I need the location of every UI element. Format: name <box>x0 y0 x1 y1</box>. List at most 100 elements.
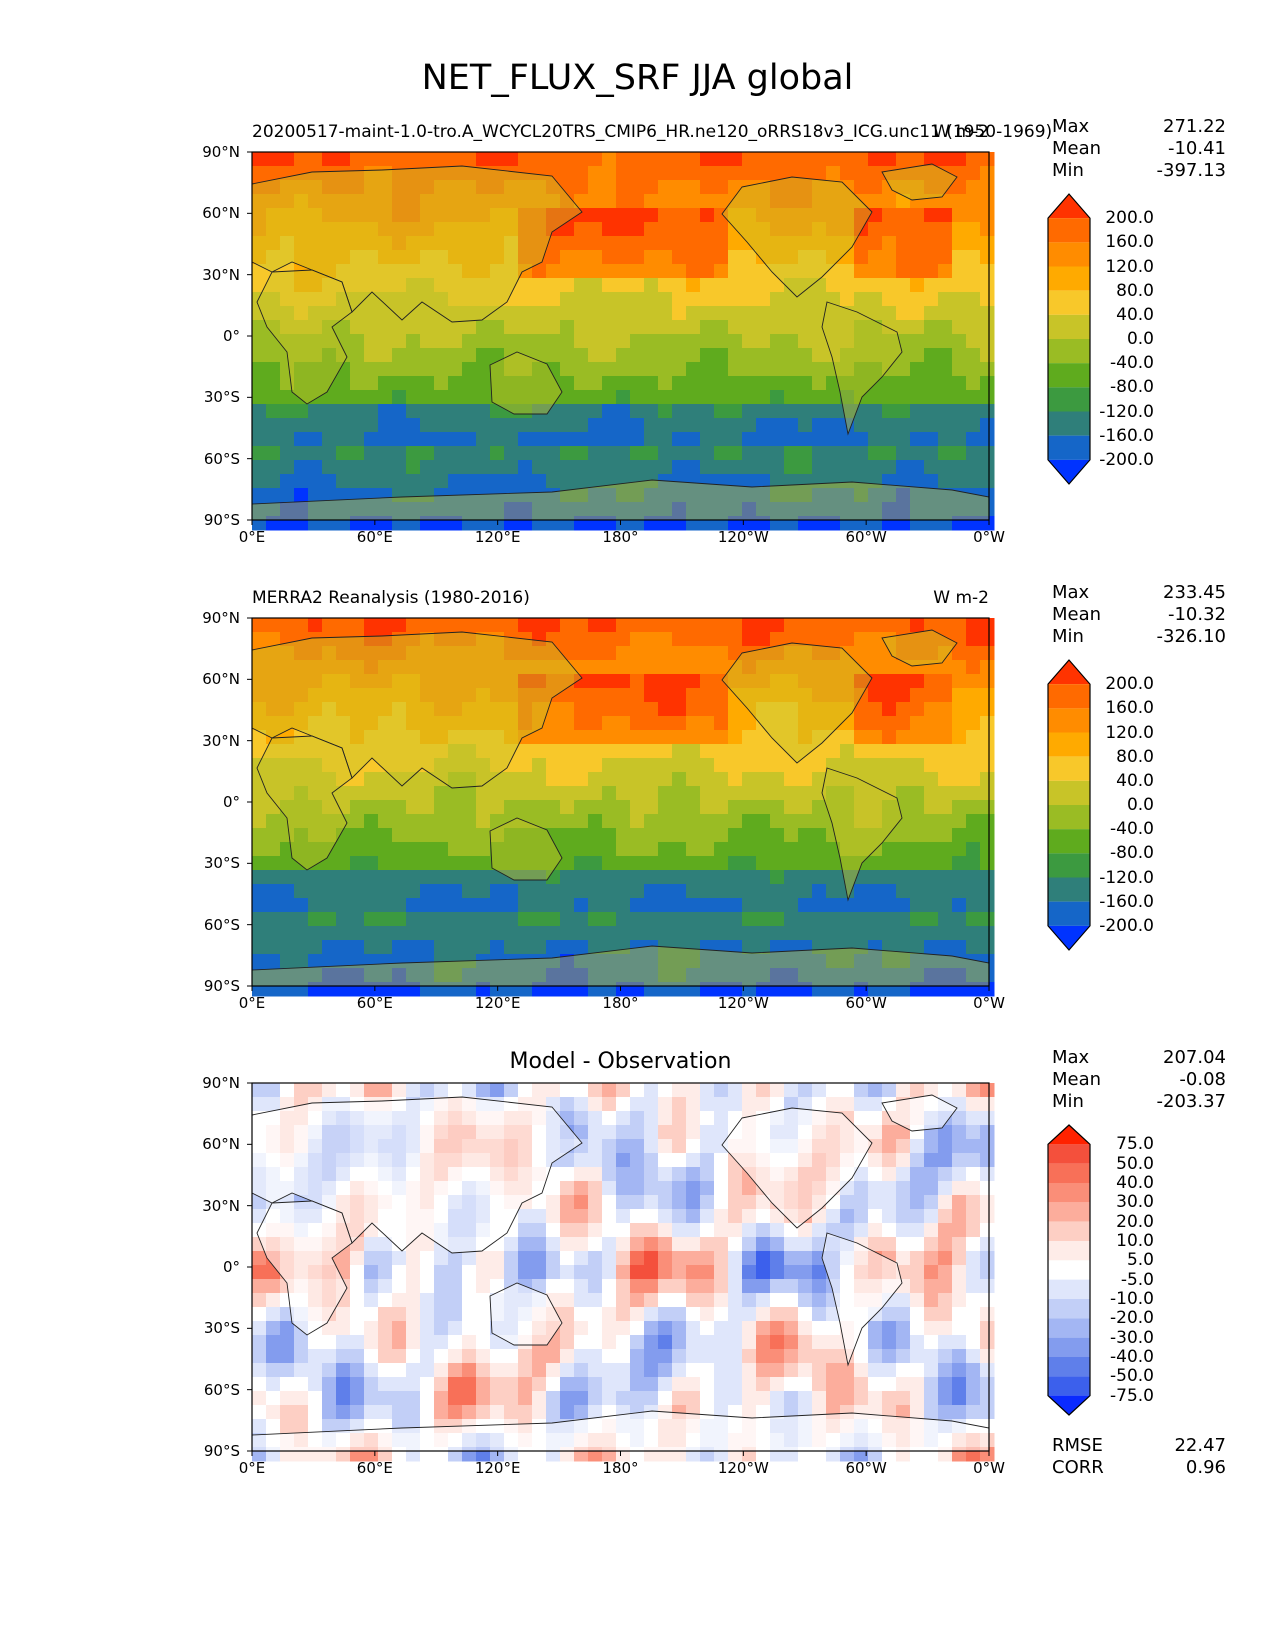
field-cell <box>672 1377 687 1392</box>
field-cell <box>812 1391 827 1406</box>
field-cell <box>462 926 477 941</box>
stat-value-min: -203.37 <box>1156 1091 1226 1112</box>
field-cell <box>266 1363 281 1378</box>
field-cell <box>406 1265 421 1280</box>
field-cell <box>966 1083 981 1098</box>
field-cell <box>756 842 771 857</box>
field-cell <box>938 758 953 773</box>
field-cell <box>924 744 939 759</box>
field-cell <box>322 632 337 647</box>
field-cell <box>308 404 323 419</box>
field-cell <box>602 376 617 391</box>
field-cell <box>616 222 631 237</box>
field-cell <box>602 390 617 405</box>
field-cell <box>714 1097 729 1112</box>
field-cell <box>630 1181 645 1196</box>
field-cell <box>588 264 603 279</box>
field-cell <box>588 362 603 377</box>
field-cell <box>966 940 981 955</box>
field-cell <box>322 912 337 927</box>
field-cell <box>420 474 435 489</box>
field-cell <box>308 180 323 195</box>
field-cell <box>910 1349 925 1364</box>
field-cell <box>686 1293 701 1308</box>
field-cell <box>630 1293 645 1308</box>
field-cell <box>630 954 645 969</box>
field-cell <box>854 772 869 787</box>
field-cell <box>266 292 281 307</box>
field-cell <box>574 334 589 349</box>
field-cell <box>826 264 841 279</box>
field-cell <box>266 502 281 517</box>
field-cell <box>560 898 575 913</box>
field-cell <box>826 814 841 829</box>
field-cell <box>252 376 267 391</box>
field-cell <box>588 1251 603 1266</box>
field-cell <box>322 660 337 675</box>
field-cell <box>686 1391 701 1406</box>
field-cell <box>252 404 267 419</box>
field-cell <box>630 474 645 489</box>
field-cell <box>896 1363 911 1378</box>
field-cell <box>504 180 519 195</box>
field-cell <box>378 236 393 251</box>
field-cell <box>952 898 967 913</box>
field-cell <box>742 1279 757 1294</box>
field-cell <box>658 1181 673 1196</box>
field-cell <box>742 1349 757 1364</box>
field-cell <box>462 362 477 377</box>
field-cell <box>658 856 673 871</box>
field-cell <box>490 674 505 689</box>
field-cell <box>686 278 701 293</box>
field-cell <box>686 1335 701 1350</box>
field-cell <box>672 474 687 489</box>
field-cell <box>630 800 645 815</box>
field-cell <box>896 1237 911 1252</box>
field-cell <box>714 446 729 461</box>
field-cell <box>406 348 421 363</box>
colorbar-segment <box>1048 1260 1090 1280</box>
field-cell <box>448 222 463 237</box>
field-cell <box>280 772 295 787</box>
field-cell <box>672 292 687 307</box>
field-cell <box>742 320 757 335</box>
field-cell <box>532 404 547 419</box>
field-cell <box>686 390 701 405</box>
field-cell <box>588 1307 603 1322</box>
field-cell <box>546 292 561 307</box>
field-cell <box>560 1181 575 1196</box>
field-cell <box>574 968 589 983</box>
field-cell <box>868 180 883 195</box>
field-cell <box>700 674 715 689</box>
field-cell <box>952 1405 967 1420</box>
field-cell <box>406 292 421 307</box>
field-cell <box>392 660 407 675</box>
field-cell <box>742 418 757 433</box>
field-cell <box>448 1391 463 1406</box>
field-cell <box>798 1097 813 1112</box>
field-cell <box>546 660 561 675</box>
field-cell <box>350 828 365 843</box>
field-cell <box>294 376 309 391</box>
field-cell <box>336 432 351 447</box>
field-cell <box>756 502 771 517</box>
field-cell <box>980 390 995 405</box>
field-cell <box>252 842 267 857</box>
field-cell <box>784 1293 799 1308</box>
field-cell <box>560 320 575 335</box>
field-cell <box>784 208 799 223</box>
field-cell <box>574 320 589 335</box>
field-cell <box>462 702 477 717</box>
field-cell <box>840 208 855 223</box>
field-cell <box>728 786 743 801</box>
field-cell <box>350 800 365 815</box>
field-cell <box>896 348 911 363</box>
field-cell <box>280 968 295 983</box>
field-cell <box>896 1391 911 1406</box>
field-cell <box>882 334 897 349</box>
field-cell <box>896 954 911 969</box>
field-cell <box>294 744 309 759</box>
field-cell <box>896 688 911 703</box>
field-cell <box>812 334 827 349</box>
field-cell <box>812 502 827 517</box>
